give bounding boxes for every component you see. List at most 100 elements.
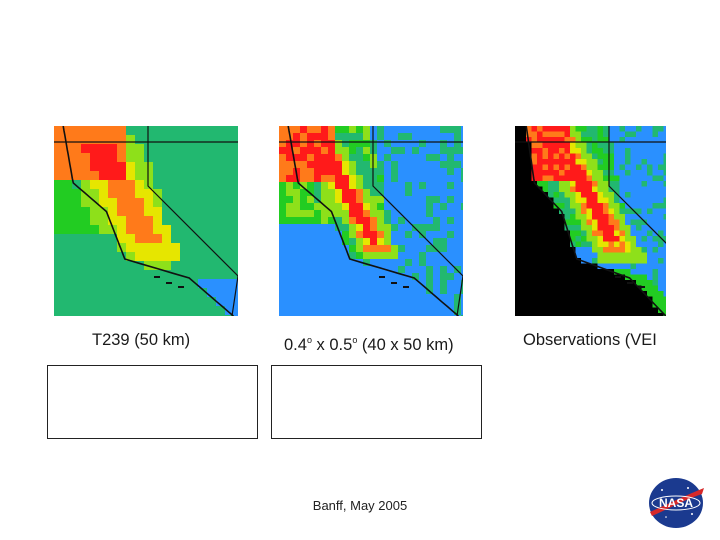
grid-cell: [636, 302, 642, 308]
grid-cell: [619, 236, 626, 242]
grid-cell: [426, 126, 434, 134]
grid-cell: [553, 285, 560, 292]
grid-cell: [603, 269, 609, 275]
grid-cell: [180, 288, 190, 298]
grid-cell: [597, 302, 604, 308]
grid-cell: [198, 315, 208, 316]
grid-cell: [384, 203, 392, 211]
grid-cell: [461, 301, 463, 309]
grid-cell: [440, 217, 448, 225]
grid-cell: [592, 296, 598, 303]
grid-cell: [286, 301, 294, 309]
grid-cell: [526, 236, 532, 242]
grid-cell: [216, 216, 226, 226]
grid-cell: [586, 302, 593, 308]
grid-cell: [356, 231, 364, 239]
grid-cell: [207, 135, 217, 145]
grid-cell: [398, 161, 406, 169]
grid-cell: [198, 252, 208, 262]
grid-cell: [321, 168, 329, 176]
grid-cell: [570, 214, 576, 220]
grid-cell: [321, 217, 329, 225]
grid-cell: [586, 142, 593, 149]
grid-cell: [135, 252, 145, 262]
grid-cell: [126, 162, 136, 172]
grid-cell: [162, 225, 172, 235]
grid-cell: [548, 219, 554, 226]
grid-cell: [81, 180, 91, 190]
grid-cell: [99, 297, 109, 307]
grid-cell: [162, 189, 172, 199]
grid-cell: [335, 280, 343, 288]
grid-cell: [180, 171, 190, 181]
grid-cell: [564, 269, 571, 275]
grid-cell: [314, 140, 322, 148]
grid-cell: [328, 231, 336, 239]
grid-cell: [81, 162, 91, 172]
grid-cell: [63, 279, 73, 289]
grid-cell: [419, 245, 427, 253]
grid-cell: [603, 131, 609, 138]
grid-cell: [619, 296, 626, 303]
grid-cell: [570, 197, 576, 204]
grid-cell: [412, 315, 420, 316]
grid-cell: [559, 214, 565, 220]
grid-cell: [349, 133, 357, 141]
grid-cell: [559, 197, 565, 204]
grid-cell: [225, 225, 235, 235]
grid-cell: [440, 259, 448, 267]
grid-cell: [293, 161, 301, 169]
grid-cell: [597, 313, 604, 316]
grid-cell: [526, 159, 532, 165]
grid-cell: [520, 252, 527, 259]
grid-cell: [614, 131, 620, 138]
grid-cell: [126, 180, 136, 190]
grid-cell: [652, 252, 659, 259]
grid-cell: [286, 196, 294, 204]
grid-cell: [117, 225, 127, 235]
grid-cell: [108, 180, 118, 190]
grid-cell: [636, 192, 642, 198]
grid-cell: [198, 153, 208, 163]
grid-cell: [658, 175, 664, 182]
grid-cell: [652, 296, 659, 303]
grid-cell: [225, 252, 235, 262]
grid-cell: [426, 210, 434, 218]
grid-cell: [537, 181, 543, 187]
grid-cell: [586, 313, 593, 316]
grid-cell: [342, 203, 350, 211]
grid-cell: [286, 231, 294, 239]
grid-cell: [293, 280, 301, 288]
grid-cell: [370, 140, 378, 148]
grid-cell: [515, 214, 521, 220]
grid-cell: [321, 224, 329, 232]
grid-cell: [391, 301, 399, 309]
grid-cell: [307, 273, 315, 281]
grid-cell: [225, 270, 235, 280]
grid-cell: [570, 219, 576, 226]
grid-cell: [225, 243, 235, 253]
grid-cell: [440, 308, 448, 316]
grid-cell: [99, 207, 109, 217]
grid-cell: [171, 297, 181, 307]
grid-cell: [592, 313, 598, 316]
grid-cell: [515, 280, 521, 286]
grid-cell: [419, 224, 427, 232]
grid-cell: [608, 181, 615, 187]
grid-cell: [54, 216, 64, 226]
grid-cell: [440, 126, 448, 134]
grid-cell: [90, 189, 100, 199]
grid-cell: [349, 175, 357, 183]
grid-cell: [225, 162, 235, 172]
grid-cell: [581, 236, 587, 242]
grid-cell: [108, 261, 118, 271]
grid-cell: [356, 294, 364, 302]
grid-cell: [335, 196, 343, 204]
grid-cell: [234, 306, 238, 316]
grid-cell: [652, 313, 659, 316]
grid-cell: [537, 236, 543, 242]
grid-cell: [307, 231, 315, 239]
grid-cell: [537, 269, 543, 275]
grid-cell: [592, 280, 598, 286]
grid-cell: [216, 306, 226, 316]
